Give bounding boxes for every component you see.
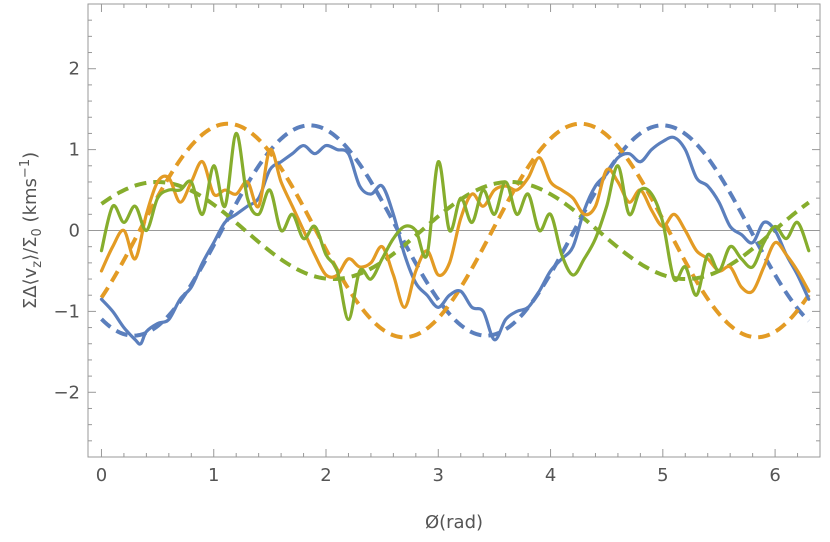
- dashed-series-line-2: [99, 121, 811, 340]
- y-tick-label: 1: [69, 140, 80, 161]
- solid-series-line-2: [99, 147, 811, 309]
- x-tick-label: 5: [657, 465, 668, 486]
- x-tick-label: 1: [208, 465, 219, 486]
- x-tick-label: 4: [545, 465, 556, 486]
- y-tick-label: −2: [53, 382, 80, 403]
- solid-series-line-3: [99, 131, 811, 322]
- x-tick-label: 0: [96, 465, 107, 486]
- y-tick-label: 0: [69, 221, 80, 242]
- solid-series-line-1: [99, 135, 811, 346]
- series-group: [99, 121, 811, 346]
- y-axis-label: ΣΔ⟨vz⟩/Σ0 (kms−1): [18, 152, 45, 309]
- x-tick-label: 3: [433, 465, 444, 486]
- x-tick-label: 6: [769, 465, 780, 486]
- tick-labels: 0 1 2 3 4 5 6 2 1 0 −1 −2: [53, 59, 780, 486]
- x-tick-label: 2: [320, 465, 331, 486]
- y-tick-label: 2: [69, 59, 80, 80]
- x-axis-label: Ø(rad): [425, 512, 483, 533]
- y-tick-label: −1: [53, 301, 80, 322]
